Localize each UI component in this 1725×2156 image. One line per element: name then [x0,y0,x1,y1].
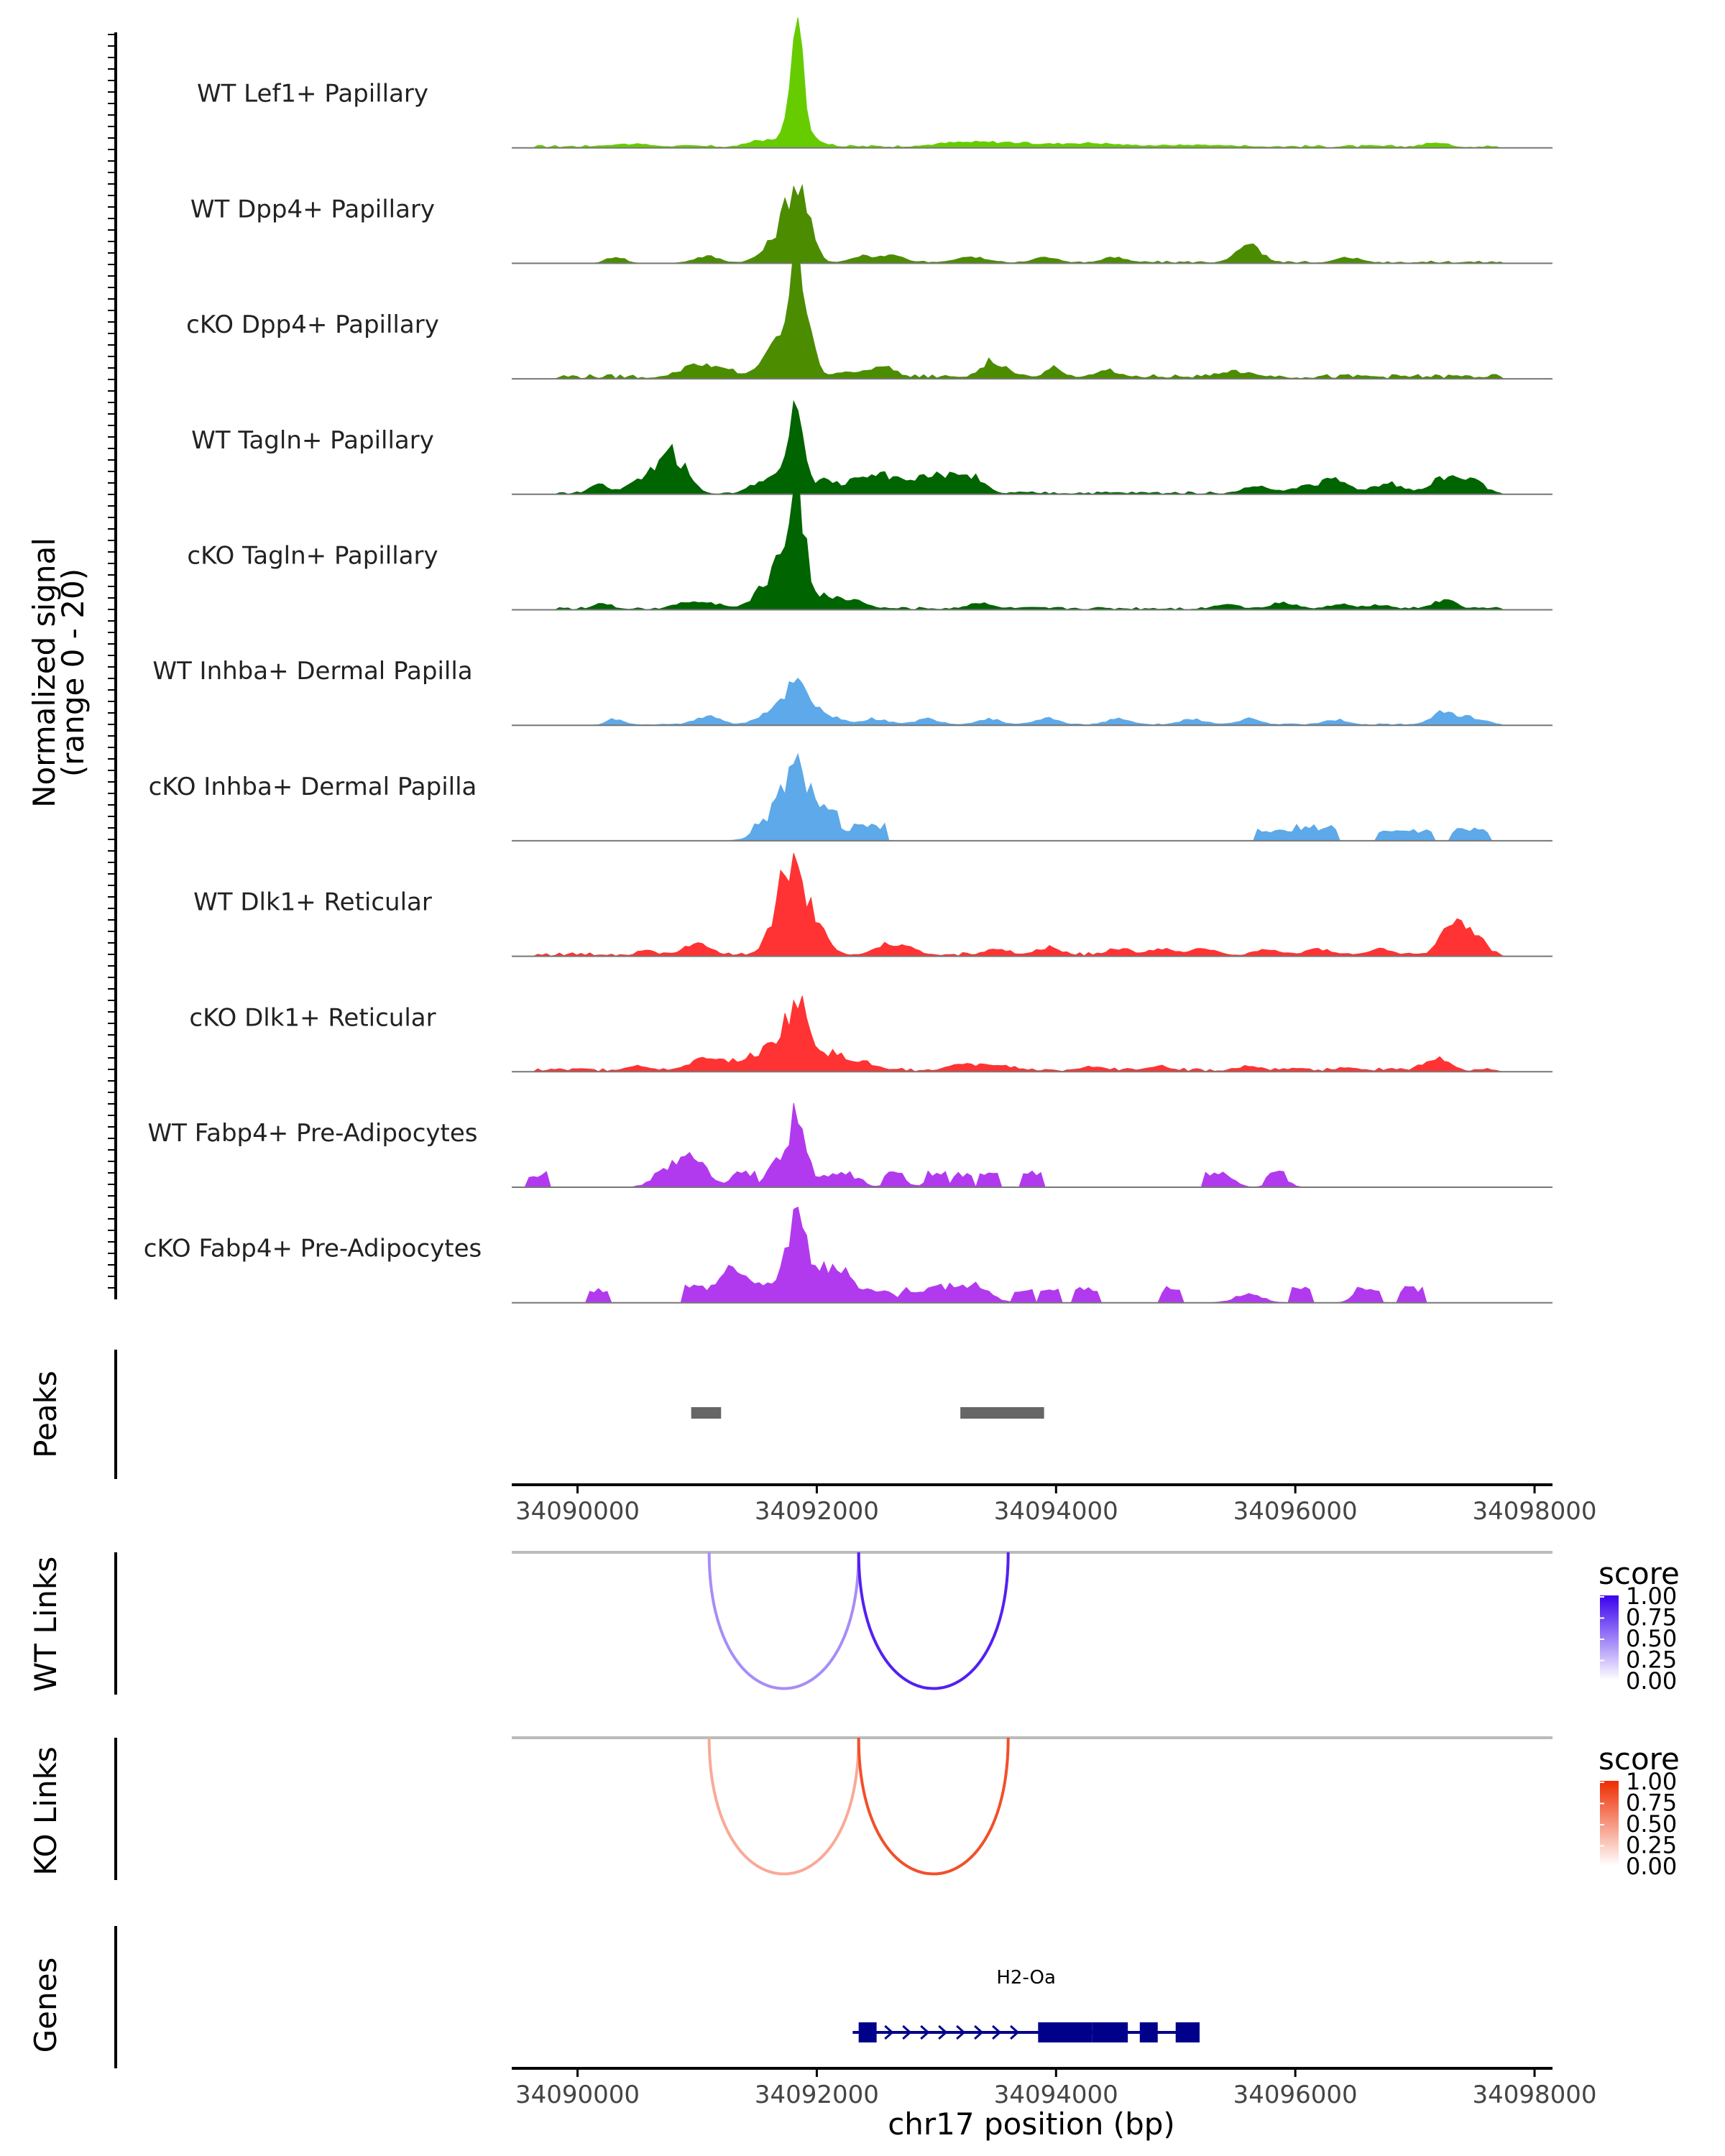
gene-strand-arrow [902,2024,912,2040]
gene-exon-3 [1139,2022,1158,2042]
coverage-y-label-line1: Normalized signal [27,538,62,808]
gene-exon-4 [1175,2022,1200,2042]
links-legend-tick-label: 0.00 [1626,1853,1677,1880]
coverage-track-label-3: WT Tagln+ Papillary [191,426,434,455]
links-legend-tick-label: 0.75 [1626,1789,1677,1817]
peaks-panel [114,1350,1044,1479]
coverage-y-label-line2: (range 0 - 20) [55,568,91,777]
coverage-track-label-6: cKO Inhba+ Dermal Papilla [149,773,477,801]
coverage-track-label-8: cKO Dlk1+ Reticular [189,1003,436,1032]
links-panels: 1.000.750.500.250.001.000.750.500.250.00 [114,1551,1677,1880]
coverage-track-label-0: WT Lef1+ Papillary [197,80,428,109]
link-arc-0-0 [707,1552,860,1690]
peak-region-0 [691,1407,722,1419]
coverage-area-7 [512,852,1505,957]
coverage-area-2 [512,239,1505,379]
gene-strand-arrow [992,2024,1002,2040]
coverage-track-label-4: cKO Tagln+ Papillary [187,542,438,571]
coverage-area-5 [512,677,1504,726]
links-legend-tick-label: 0.75 [1626,1604,1677,1631]
gene-strand-arrow [974,2024,984,2040]
gene-strand-arrow [956,2024,966,2040]
coverage-track-label-5: WT Inhba+ Dermal Papilla [152,657,472,686]
genes-panel: H2-Oa [114,1926,1200,2068]
coverage-area-8 [512,995,1504,1072]
x-axis-upper-tick-label: 34098000 [1473,1497,1597,1526]
coverage-track-label-1: WT Dpp4+ Papillary [190,195,435,224]
x-axis-lower-tick-label: 34092000 [755,2081,879,2109]
x-axis-upper-tick-label: 34092000 [755,1497,879,1526]
links-legend-tick-label: 1.00 [1626,1583,1677,1610]
links-legend-tick-label: 1.00 [1626,1768,1677,1795]
gene-exon-1 [1038,2022,1092,2042]
links-legend-tick-label: 0.25 [1626,1646,1677,1674]
links-colorbar-1 [1600,1781,1619,1866]
peak-region-1 [960,1407,1044,1419]
links-legend-tick-label: 0.00 [1626,1667,1677,1695]
links-legend-tick-label: 0.25 [1626,1832,1677,1859]
x-axis-lower-tick-label: 34094000 [994,2081,1118,2109]
x-axis-lower: 34090000 34092000 34094000 34096000 34098000 [512,2067,1597,2109]
gene-name-label: H2-Oa [996,1967,1056,1989]
x-axis-upper-tick-label: 34090000 [515,1497,640,1526]
coverage-area-4 [512,464,1504,610]
gene-strand-arrow [938,2024,948,2040]
link-arc-1-0 [707,1737,860,1876]
gene-strand-arrow [920,2024,930,2040]
gene-strand-arrow [884,2024,894,2040]
x-axis-upper-tick-label: 34094000 [994,1497,1118,1526]
x-axis-lower-tick-label: 34096000 [1233,2081,1358,2109]
x-axis-title: chr17 position (bp) [888,2106,1175,2142]
x-axis-upper: 34090000 34092000 34094000 34096000 34098000 [512,1483,1597,1526]
coverage-area-1 [512,183,1504,264]
link-arc-0-1 [857,1552,1010,1690]
links-legend-tick-label: 0.50 [1626,1625,1677,1652]
coverage-area-10 [512,1206,1504,1304]
coverage-area-3 [512,400,1504,495]
gene-exon-0 [858,2022,877,2042]
x-axis-upper-tick-label: 34096000 [1233,1497,1358,1526]
coverage-track-label-10: cKO Fabp4+ Pre-Adipocytes [144,1235,482,1263]
ko-links-label: KO Links [28,1746,63,1876]
coverage-track-label-2: cKO Dpp4+ Papillary [186,310,439,339]
peaks-label: Peaks [28,1370,63,1458]
x-axis-lower-tick-label: 34090000 [515,2081,640,2109]
coverage-area-9 [512,1102,1504,1189]
coverage-area-0 [512,17,1504,149]
links-legend-tick-label: 0.50 [1626,1810,1677,1838]
link-arc-1-1 [857,1737,1010,1876]
links-colorbar-0 [1600,1595,1619,1680]
genes-label: Genes [28,1958,63,2053]
gene-exon-2 [1092,2022,1128,2042]
wt-links-label: WT Links [28,1557,63,1692]
gene-strand-arrow [1010,2024,1020,2040]
x-axis-lower-tick-label: 34098000 [1473,2081,1597,2109]
coverage-track-label-7: WT Dlk1+ Reticular [193,888,432,917]
coverage-panel: WT Lef1+ Papillary WT Dpp4+ Papillary cKO … [108,17,1552,1304]
coverage-track-label-9: WT Fabp4+ Pre-Adipocytes [148,1119,478,1148]
ko-links-legend-title: score [1598,1741,1680,1777]
coverage-area-6 [512,752,1504,842]
wt-links-legend-title: score [1598,1556,1680,1591]
